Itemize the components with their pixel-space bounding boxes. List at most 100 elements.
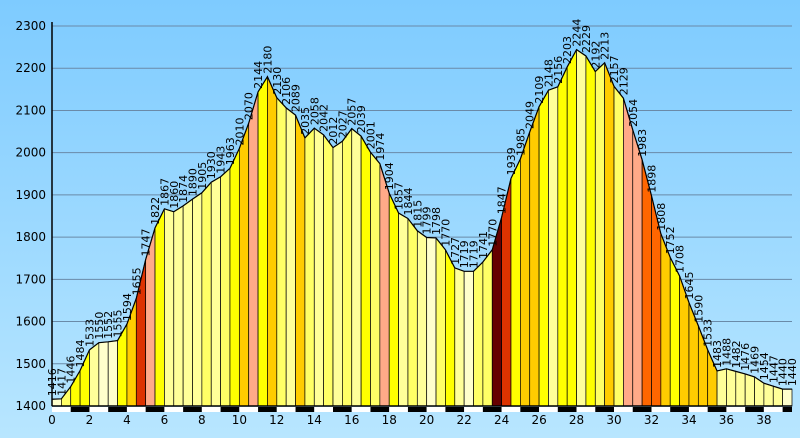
data-label-24: 2130 (271, 67, 284, 95)
mile-markers (52, 407, 792, 412)
bar-segment-72 (726, 368, 737, 407)
bar-segment-17 (210, 176, 221, 407)
bar-segment-53 (548, 86, 559, 407)
data-label-32: 2057 (346, 98, 359, 126)
data-label-54: 2156 (552, 56, 565, 84)
x-tick-labels: 0 2 4 6 8 10 12 14 16 18 20 22 24 26 28 30 32 34 36 38 (48, 413, 771, 427)
mile-marker-11 (258, 407, 277, 412)
data-label-27: 2035 (299, 107, 312, 135)
mile-marker-5 (145, 407, 165, 412)
data-label-6: 1552 (102, 311, 115, 339)
bar-segment-71 (716, 368, 727, 407)
bar-segment-55 (566, 49, 577, 407)
x-tick-10: 10 (232, 413, 247, 427)
data-label-34: 2001 (364, 121, 377, 149)
data-label-4: 1533 (83, 319, 96, 347)
data-label-22: 2144 (252, 61, 265, 89)
x-tick-4: 4 (123, 413, 131, 427)
data-label-59: 2213 (599, 32, 612, 60)
mile-marker-7 (183, 407, 202, 412)
data-label-25: 2106 (280, 77, 293, 105)
x-tick-38: 38 (756, 413, 771, 427)
y-tick-1700: 1700 (15, 272, 46, 286)
x-tick-0: 0 (48, 413, 56, 427)
data-label-42: 1770 (439, 219, 452, 247)
profile-line (51, 48, 792, 400)
data-label-36: 1904 (383, 162, 396, 190)
bar-segment-43 (454, 267, 465, 407)
bar-segment-37 (398, 212, 409, 407)
bar-segment-18 (220, 167, 231, 407)
bar-segment-57 (585, 54, 596, 407)
bar-segment-50 (520, 131, 531, 407)
y-tick-1900: 1900 (15, 188, 46, 202)
data-label-48: 1847 (496, 186, 509, 214)
mile-marker-6 (164, 407, 184, 412)
bar-segment-29 (323, 133, 334, 407)
data-label-50: 1985 (514, 128, 527, 156)
data-label-29: 2042 (318, 104, 331, 132)
data-label-9: 1655 (130, 267, 143, 295)
data-label-3: 1484 (74, 340, 87, 368)
bar-segment-42 (445, 249, 456, 407)
mile-marker-3 (108, 407, 127, 412)
x-tick-14: 14 (307, 413, 322, 427)
bar-segment-65 (660, 233, 671, 407)
bar-segment-22 (257, 75, 268, 407)
bar-segment-52 (538, 88, 549, 407)
data-label-57: 2229 (580, 25, 593, 53)
mile-marker-16 (351, 407, 371, 412)
profile-outline (51, 48, 792, 400)
mile-marker-37 (745, 407, 764, 412)
axes (51, 22, 792, 407)
bar-segment-44 (463, 270, 474, 407)
y-tick-1600: 1600 (15, 315, 46, 329)
data-label-39: 1815 (411, 200, 424, 228)
bar-segment-59 (604, 62, 615, 407)
data-label-14: 1874 (177, 175, 190, 203)
data-label-11: 1822 (149, 197, 162, 225)
bar-segment-5 (98, 341, 109, 407)
data-label-2: 1446 (65, 356, 78, 384)
bar-segment-6 (107, 340, 118, 407)
data-label-33: 2039 (355, 105, 368, 133)
data-label-70: 1533 (702, 319, 715, 347)
mile-marker-38 (763, 407, 783, 412)
x-tick-22: 22 (457, 413, 472, 427)
x-tick-26: 26 (531, 413, 546, 427)
data-label-31: 2027 (336, 110, 349, 138)
bar-segment-34 (370, 151, 381, 407)
mile-marker-9 (220, 407, 240, 412)
x-tick-2: 2 (86, 413, 94, 427)
data-label-37: 1857 (393, 182, 406, 210)
x-tick-18: 18 (382, 413, 397, 427)
data-label-53: 2148 (542, 59, 555, 87)
bar-segment-56 (576, 48, 587, 407)
bar-segment-16 (201, 181, 212, 407)
mile-marker-35 (707, 407, 727, 412)
y-tick-1800: 1800 (15, 230, 46, 244)
data-label-13: 1860 (168, 181, 181, 209)
bar-segment-62 (632, 129, 643, 407)
data-label-1: 1417 (55, 368, 68, 396)
data-label-68: 1645 (683, 272, 696, 300)
x-tick-16: 16 (344, 413, 359, 427)
x-tick-32: 32 (644, 413, 659, 427)
y-tick-2000: 2000 (15, 146, 46, 160)
bar-segment-15 (192, 192, 203, 407)
bar-segment-23 (267, 76, 278, 407)
bar-segment-61 (623, 98, 634, 407)
bar-segment-31 (342, 127, 353, 407)
data-label-38: 1844 (402, 188, 415, 216)
data-label-23: 2180 (261, 46, 274, 74)
x-tick-36: 36 (719, 413, 734, 427)
mile-marker-33 (670, 407, 689, 412)
bar-segment-4 (89, 341, 100, 407)
y-tick-1500: 1500 (15, 357, 46, 371)
data-label-47: 1770 (486, 219, 499, 247)
bar-segment-14 (182, 198, 193, 407)
bar-segment-73 (735, 370, 746, 407)
x-tick-24: 24 (494, 413, 509, 427)
